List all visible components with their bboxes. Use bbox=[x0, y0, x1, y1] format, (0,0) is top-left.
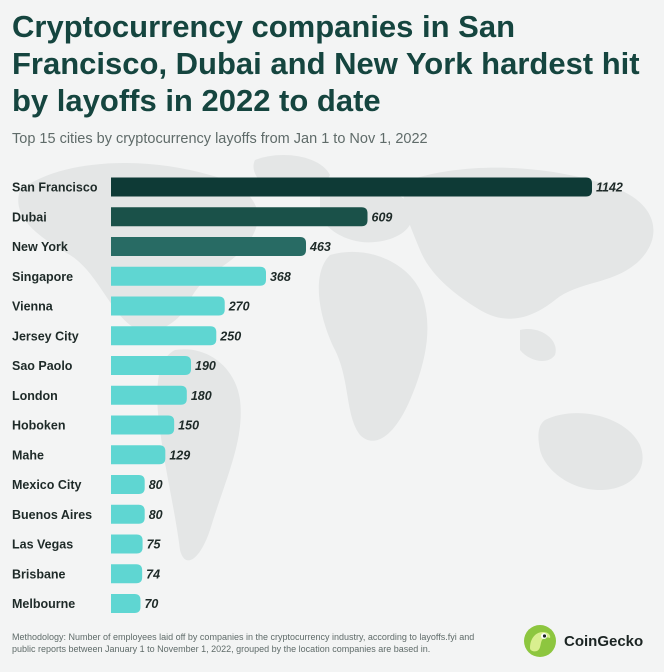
bar bbox=[111, 534, 143, 554]
value-label: 609 bbox=[372, 210, 393, 224]
value-label: 368 bbox=[270, 270, 291, 284]
brand-name: CoinGecko bbox=[564, 632, 644, 650]
bar bbox=[111, 296, 225, 316]
bar bbox=[111, 356, 192, 375]
value-label: 80 bbox=[149, 508, 163, 522]
chart-title: Cryptocurrency companies in San Francisc… bbox=[12, 9, 640, 118]
value-label: 463 bbox=[309, 240, 331, 254]
category-label: Mahe bbox=[12, 448, 44, 462]
bar bbox=[111, 385, 187, 405]
value-label: 74 bbox=[146, 567, 160, 581]
value-label: 270 bbox=[228, 300, 250, 314]
value-label: 75 bbox=[147, 538, 162, 552]
value-label: 80 bbox=[149, 478, 163, 492]
category-label: Singapore bbox=[12, 270, 73, 284]
category-label: Jersey City bbox=[12, 329, 79, 343]
category-label: New York bbox=[12, 240, 68, 254]
bar bbox=[111, 594, 141, 613]
bar bbox=[111, 237, 307, 256]
category-label: Mexico City bbox=[12, 478, 82, 492]
value-label: 1142 bbox=[596, 181, 623, 195]
value-label: 129 bbox=[169, 448, 190, 462]
category-label: Buenos Aires bbox=[12, 508, 92, 522]
value-label: 180 bbox=[191, 389, 212, 403]
chart-subtitle: Top 15 cities by cryptocurrency layoffs … bbox=[12, 131, 428, 147]
category-label: London bbox=[12, 389, 58, 403]
value-label: 250 bbox=[219, 329, 241, 343]
bar bbox=[111, 445, 166, 465]
bar bbox=[111, 564, 143, 584]
bar bbox=[111, 266, 266, 286]
category-label: Hoboken bbox=[12, 419, 65, 433]
category-label: San Francisco bbox=[12, 181, 98, 195]
category-label: Brisbane bbox=[12, 567, 66, 581]
category-label: Vienna bbox=[12, 300, 54, 314]
value-label: 190 bbox=[195, 359, 216, 373]
category-label: Sao Paolo bbox=[12, 359, 73, 373]
category-label: Dubai bbox=[12, 210, 47, 224]
category-label: Melbourne bbox=[12, 597, 75, 611]
methodology-note: Methodology: Number of employees laid of… bbox=[12, 632, 475, 654]
gecko-icon bbox=[524, 625, 556, 657]
category-label: Las Vegas bbox=[12, 538, 73, 552]
bar bbox=[111, 207, 368, 227]
coingecko-logo: CoinGecko bbox=[523, 624, 643, 658]
value-label: 70 bbox=[144, 597, 158, 611]
bar-chart: San Francisco 1142 Dubai 609 New York 463 Sing… bbox=[12, 177, 623, 613]
bar bbox=[111, 177, 592, 197]
bar bbox=[111, 475, 145, 494]
bar bbox=[111, 415, 175, 435]
value-label: 150 bbox=[178, 419, 199, 433]
bar bbox=[111, 326, 217, 346]
bar bbox=[111, 504, 145, 524]
